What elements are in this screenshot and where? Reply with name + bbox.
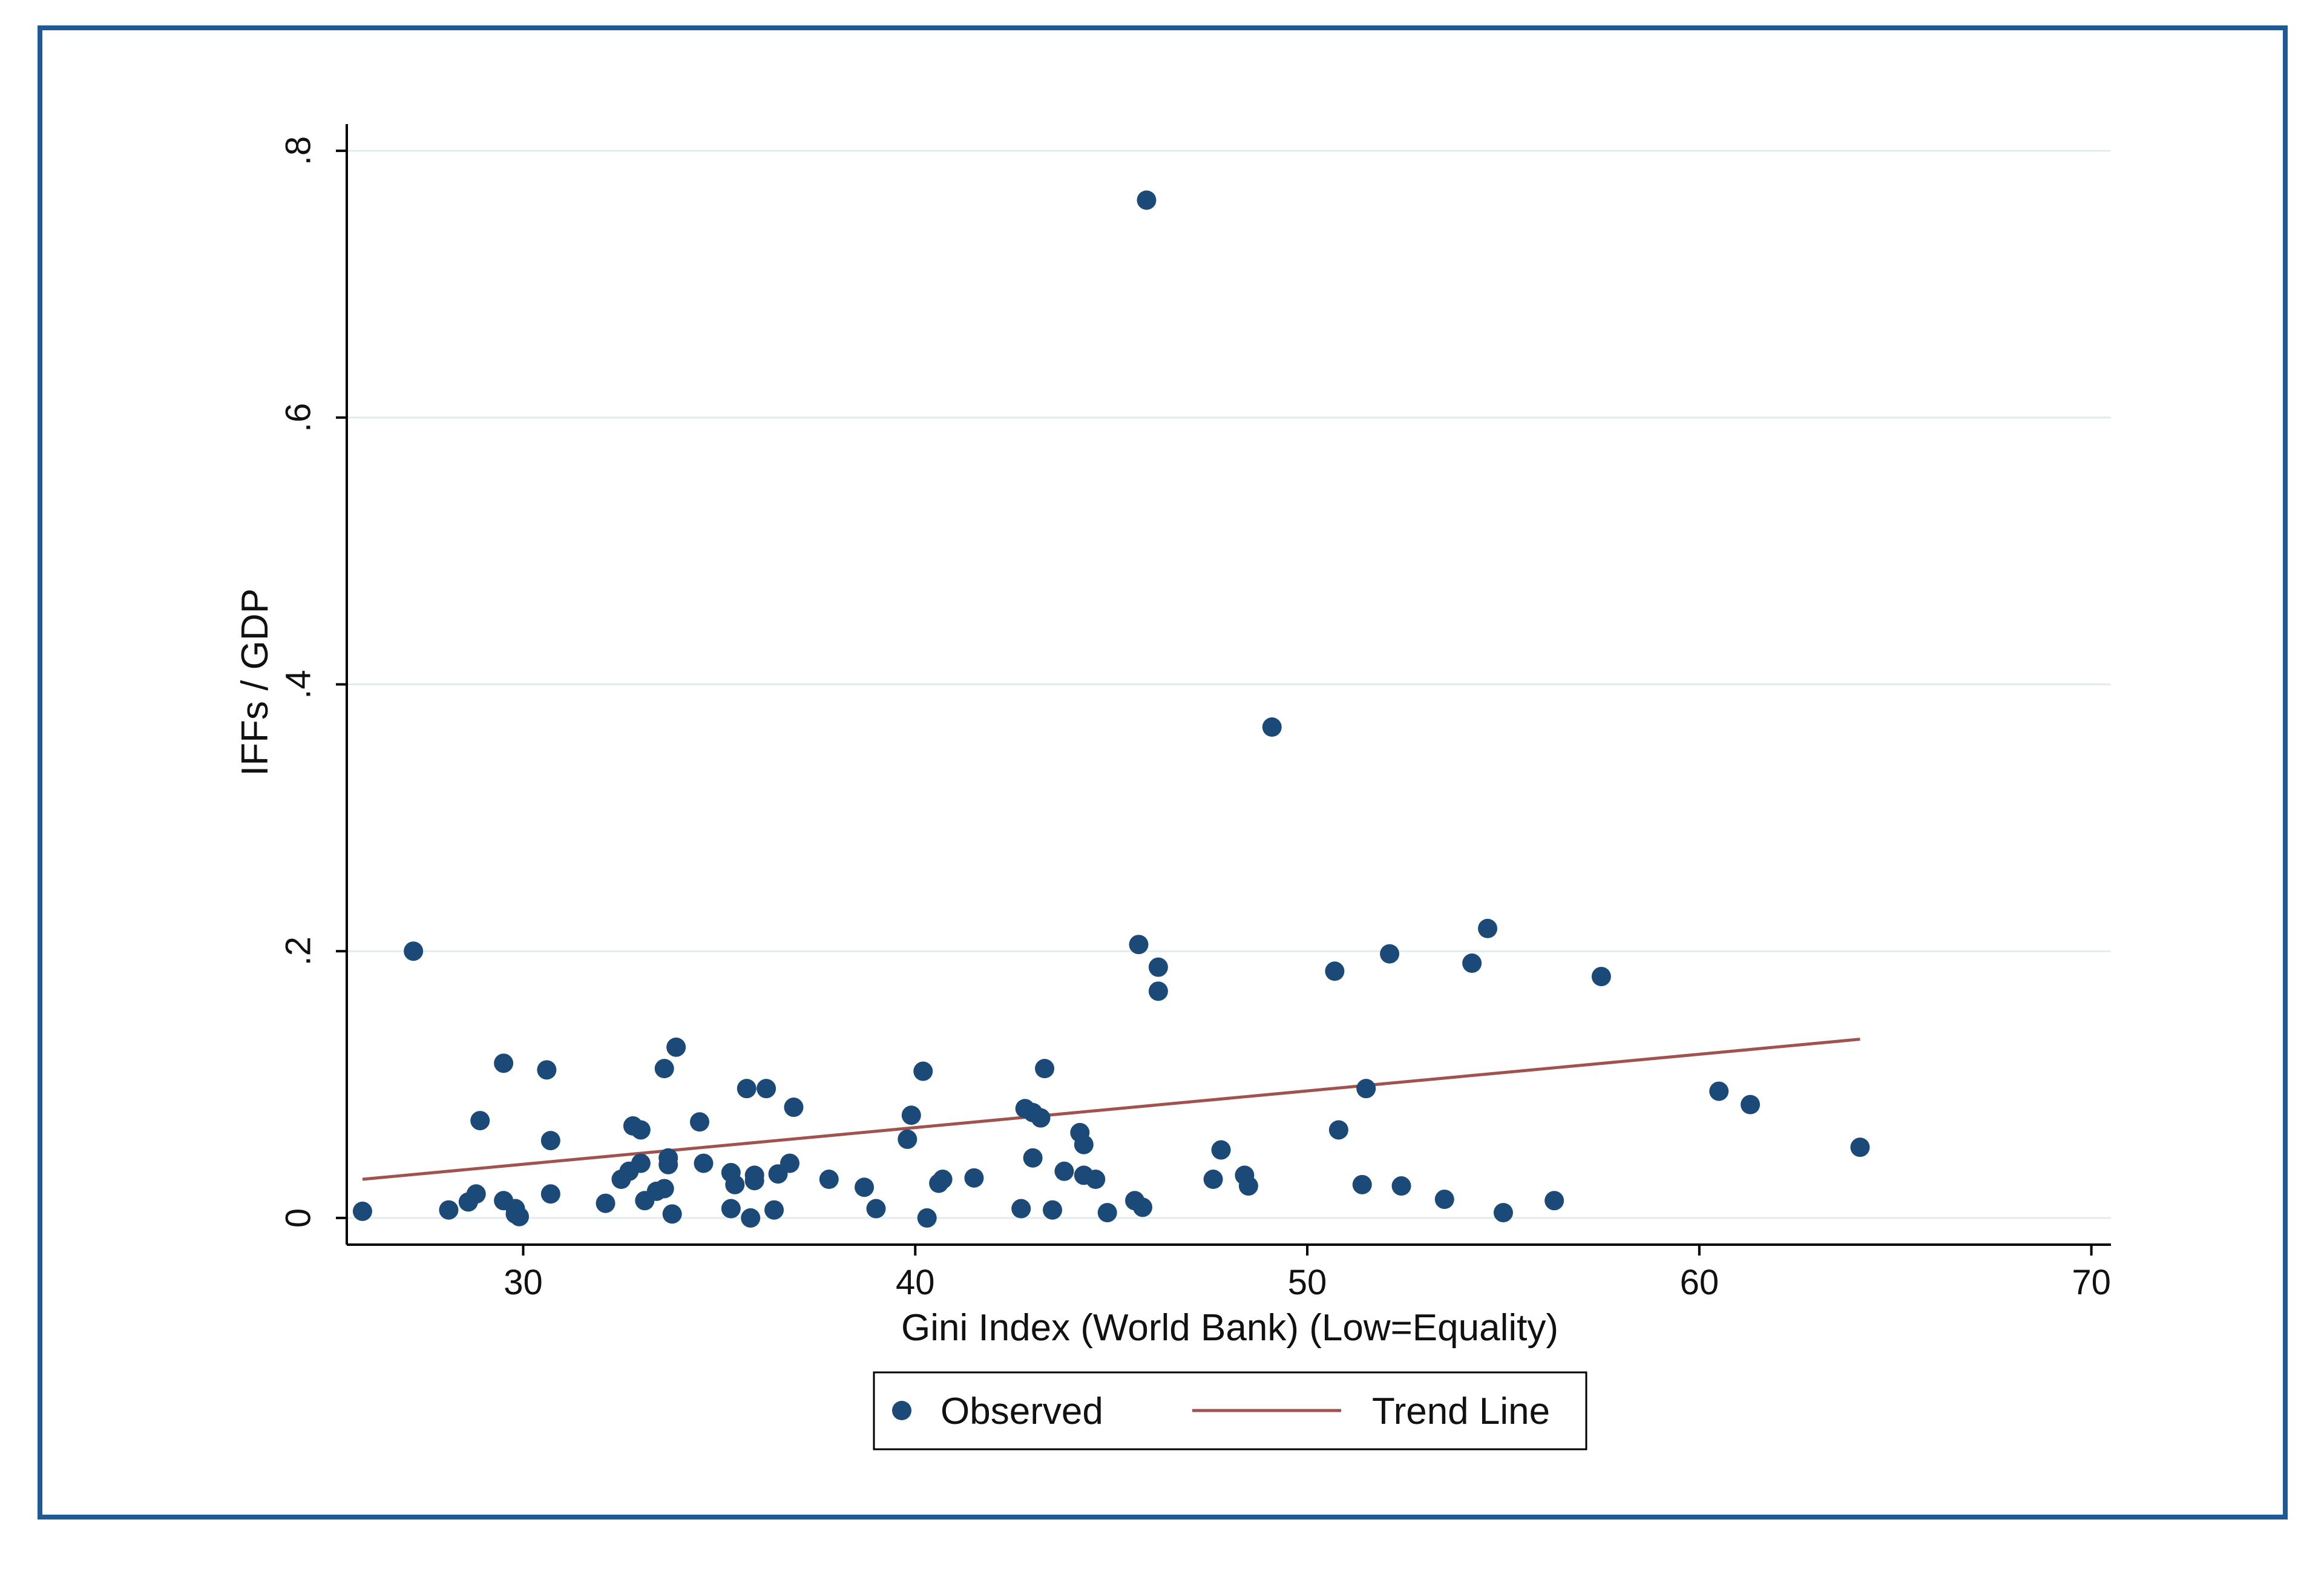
data-point [404,941,424,961]
data-point [690,1112,709,1132]
data-point [1238,1176,1258,1196]
data-point [654,1059,674,1079]
data-point [819,1170,839,1190]
x-tick-label: 50 [1288,1263,1327,1302]
y-axis-title: IFFs / GDP [234,588,276,776]
observed-points [352,190,1870,1228]
data-point [866,1199,886,1219]
data-point [744,1171,764,1191]
data-point [1544,1191,1564,1211]
legend: Observed Trend Line [873,1371,1587,1450]
data-point [1148,981,1168,1001]
data-point [631,1120,651,1140]
data-point [1097,1203,1117,1223]
data-point [1709,1081,1729,1101]
x-tick-label: 30 [504,1263,543,1302]
data-point [757,1079,776,1099]
legend-observed-label: Observed [940,1391,1103,1432]
data-point [913,1061,933,1081]
data-point [917,1208,937,1228]
data-point [721,1199,741,1219]
data-point [1129,935,1149,955]
y-tick-label: 0 [278,1208,318,1228]
data-point [1262,717,1282,737]
data-point [631,1153,651,1173]
data-point [780,1153,799,1173]
y-tick-label: .2 [278,937,318,966]
data-point [1741,1095,1761,1114]
legend-observed-marker [892,1401,911,1420]
y-tick-label: .8 [278,136,318,165]
data-point [964,1168,984,1188]
data-point [494,1053,514,1073]
data-point [737,1079,757,1099]
data-point [784,1098,804,1118]
trend-line-series [362,1038,1860,1181]
data-point [658,1154,678,1174]
data-point [1043,1200,1062,1220]
data-point [933,1170,953,1190]
data-point [1031,1108,1051,1128]
figure-frame [38,25,2288,1519]
data-point [1391,1176,1411,1196]
data-point [540,1184,560,1204]
data-point [1591,967,1611,987]
data-point [1148,957,1168,977]
data-point [725,1174,745,1194]
data-point [596,1193,615,1213]
data-point [1086,1170,1106,1190]
data-point [741,1208,761,1228]
data-point [1478,918,1498,938]
data-point [694,1153,714,1173]
data-point [470,1111,490,1131]
legend-trend-label: Trend Line [1372,1391,1550,1432]
data-point [466,1184,486,1204]
data-point [352,1201,372,1221]
data-point [1434,1190,1454,1210]
data-point [510,1207,530,1226]
data-point [1137,190,1157,210]
trend-line [362,1038,1860,1181]
y-axis-ticks: 0 .2 .4 .6 .8 [278,136,347,1228]
data-point [537,1060,557,1080]
data-point [1132,1197,1152,1217]
x-tick-label: 70 [2072,1263,2111,1302]
data-point [662,1204,682,1224]
data-point [1074,1134,1094,1154]
data-point [1023,1148,1043,1168]
data-point [1035,1059,1055,1079]
data-point [1325,961,1345,981]
data-point [1462,953,1482,973]
data-point [1356,1079,1376,1099]
data-point [1203,1170,1223,1190]
y-tick-label: .6 [278,403,318,432]
data-point [666,1037,686,1057]
data-point [1493,1203,1513,1223]
data-point [654,1179,674,1199]
y-tick-label: .4 [278,670,318,699]
data-point [1054,1161,1074,1181]
data-point [764,1200,784,1220]
x-axis-title: Gini Index (World Bank) (Low=Equality) [901,1307,1558,1349]
x-tick-label: 60 [1680,1263,1719,1302]
data-point [1380,944,1400,964]
data-point [1352,1174,1372,1194]
gridlines [347,150,2111,1219]
x-tick-label: 40 [896,1263,935,1302]
data-point [898,1129,917,1149]
data-point [540,1131,560,1151]
x-axis-ticks: 30 40 50 60 70 [504,1245,2111,1302]
data-point [439,1200,459,1220]
data-point [901,1105,921,1125]
data-point [1850,1137,1870,1157]
data-point [855,1177,875,1197]
data-point [1011,1199,1031,1219]
data-point [1211,1140,1231,1160]
data-point [1328,1120,1348,1140]
